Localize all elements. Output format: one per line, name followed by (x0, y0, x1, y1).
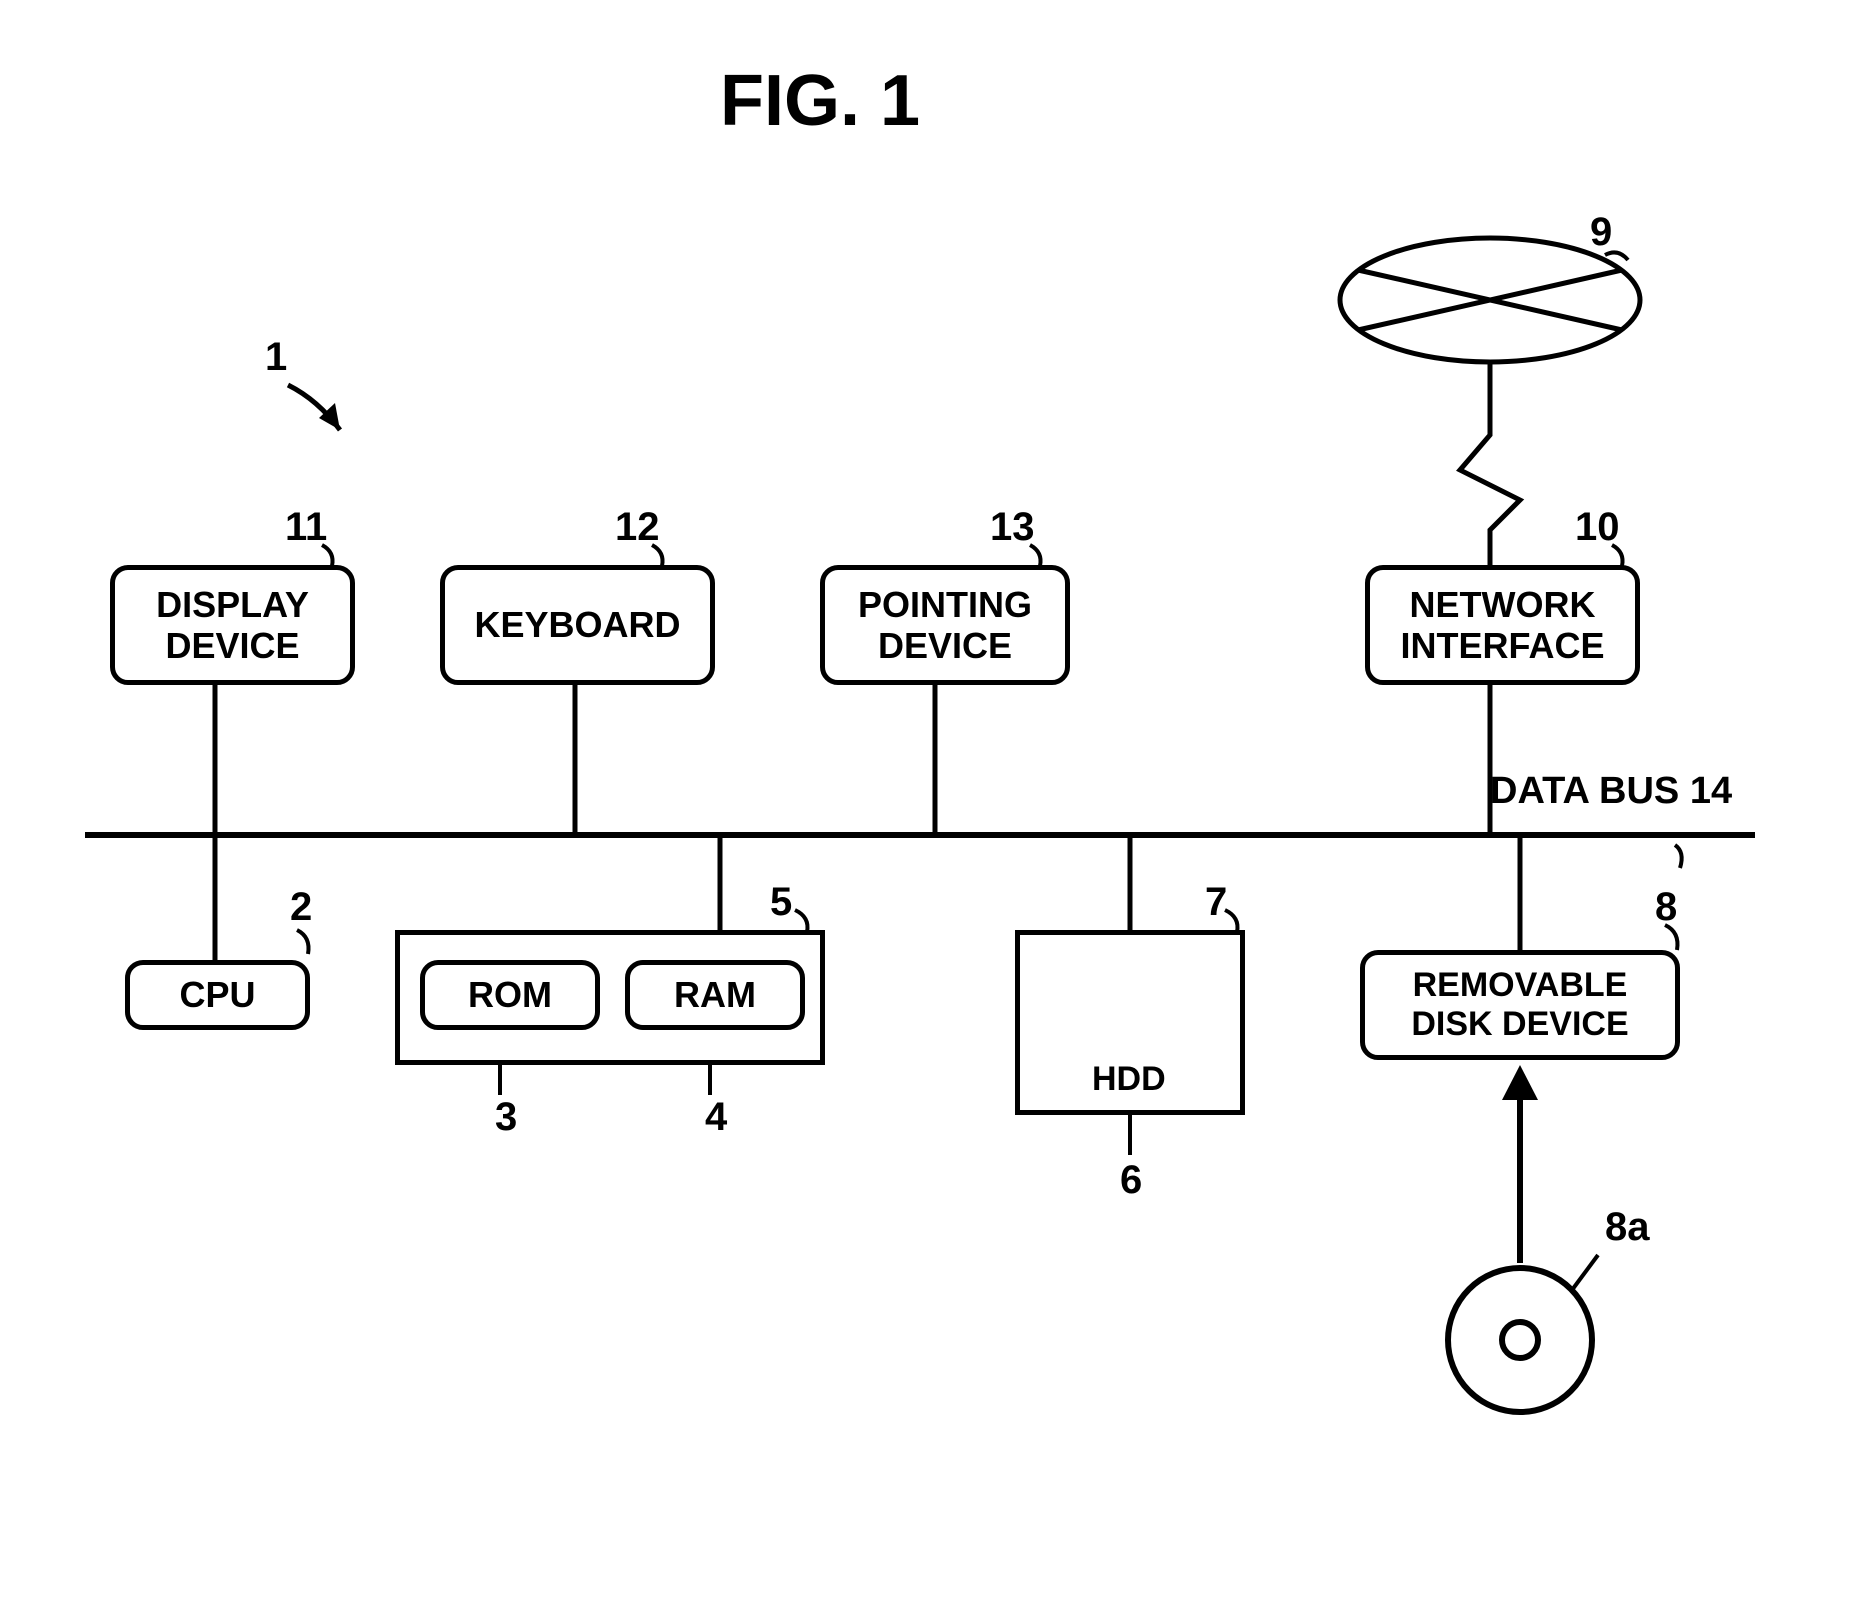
network-interface-box: NETWORKINTERFACE (1365, 565, 1640, 685)
bus-label: DATA BUS 14 (1490, 770, 1732, 813)
hdd-label: HDD (1092, 1060, 1166, 1099)
ref-11: 11 (285, 505, 327, 550)
ref-13: 13 (990, 505, 1035, 550)
pointing-device-box: POINTINGDEVICE (820, 565, 1070, 685)
cpu-box: CPU (125, 960, 310, 1030)
ref-9: 9 (1590, 210, 1612, 255)
ref-2: 2 (290, 885, 312, 930)
ref-1: 1 (265, 335, 287, 380)
figure-canvas: FIG. 1 (0, 0, 1865, 1602)
ref-10: 10 (1575, 505, 1620, 550)
ref-8a: 8a (1605, 1205, 1650, 1250)
keyboard-box: KEYBOARD (440, 565, 715, 685)
removable-disk-box: REMOVABLEDISK DEVICE (1360, 950, 1680, 1060)
ref-4: 4 (705, 1095, 727, 1140)
ref-12: 12 (615, 505, 660, 550)
ram-box: RAM (625, 960, 805, 1030)
ref-8: 8 (1655, 885, 1677, 930)
ref-5: 5 (770, 880, 792, 925)
ref-7: 7 (1205, 880, 1227, 925)
ref-6: 6 (1120, 1158, 1142, 1203)
display-device-box: DISPLAYDEVICE (110, 565, 355, 685)
figure-title: FIG. 1 (720, 60, 920, 142)
ref-3: 3 (495, 1095, 517, 1140)
rom-box: ROM (420, 960, 600, 1030)
